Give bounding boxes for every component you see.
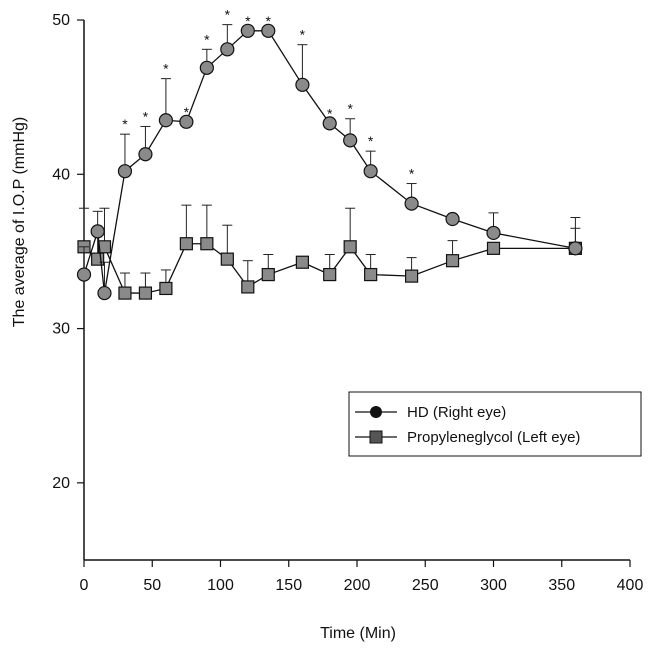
data-point-circle xyxy=(363,164,378,179)
y-axis-title: The average of I.O.P (mmHg) xyxy=(11,117,28,327)
significance-star: * xyxy=(163,61,169,77)
series-line xyxy=(83,30,576,294)
significance-star: * xyxy=(122,116,128,132)
data-point-square xyxy=(343,240,357,254)
significance-star: * xyxy=(368,133,374,149)
y-tick-label: 30 xyxy=(52,321,70,338)
x-tick-label: 400 xyxy=(617,577,644,594)
x-tick-label: 150 xyxy=(275,577,302,594)
data-point-circle xyxy=(343,133,358,148)
significance-star: * xyxy=(204,31,210,47)
data-point-circle xyxy=(90,224,105,239)
x-tick-label: 100 xyxy=(207,577,234,594)
significance-star: * xyxy=(143,108,149,124)
data-point-square xyxy=(364,267,378,282)
data-point-circle xyxy=(568,241,583,256)
series-layer: * * * * * * * * * * * * * xyxy=(76,7,583,301)
data-point-circle xyxy=(179,114,194,129)
x-tick-label: 250 xyxy=(412,577,439,594)
x-tick-label: 0 xyxy=(80,577,89,594)
data-point-circle xyxy=(117,164,133,179)
data-point-square xyxy=(159,281,173,296)
significance-star: * xyxy=(266,13,272,29)
data-point-circle xyxy=(404,196,419,211)
data-point-circle xyxy=(486,225,501,241)
legend-label-hd: HD (Right eye) xyxy=(407,404,506,421)
data-point-square xyxy=(138,286,153,300)
legend-label-propyleneglycol: Propyleneglycol (Left eye) xyxy=(407,429,580,446)
x-axis-ticks: 0 50 100 150 200 250 300 350 400 xyxy=(80,560,644,594)
data-point-square xyxy=(405,269,419,283)
data-point-circle xyxy=(261,23,276,38)
data-point-square xyxy=(91,252,105,266)
data-point-square xyxy=(118,286,132,300)
x-tick-label: 50 xyxy=(143,577,161,594)
x-tick-label: 200 xyxy=(344,577,371,594)
x-axis-title: Time (Min) xyxy=(320,625,396,642)
legend: HD (Right eye) Propyleneglycol (Left eye… xyxy=(348,391,642,457)
significance-star: * xyxy=(347,101,353,117)
data-point-square xyxy=(261,267,275,282)
data-point-circle xyxy=(158,113,173,128)
x-tick-label: 350 xyxy=(548,577,575,594)
data-point-circle xyxy=(322,116,337,131)
legend-marker-hd xyxy=(370,406,382,418)
data-point-circle xyxy=(138,147,153,162)
data-point-circle xyxy=(220,42,235,57)
legend-marker-propyleneglycol xyxy=(369,430,383,444)
data-point-square xyxy=(97,240,112,254)
data-point-circle xyxy=(199,60,214,75)
y-tick-label: 20 xyxy=(52,475,70,492)
data-point-square xyxy=(200,237,214,251)
data-point-circle xyxy=(76,267,92,282)
data-point-square xyxy=(323,267,337,282)
x-tick-label: 300 xyxy=(480,577,507,594)
data-point-square xyxy=(486,241,501,255)
y-tick-label: 50 xyxy=(52,12,70,29)
y-tick-label: 40 xyxy=(52,166,70,183)
data-point-circle xyxy=(97,285,112,301)
data-point-square xyxy=(295,255,309,269)
data-point-circle xyxy=(445,211,460,227)
legend-box xyxy=(348,391,642,457)
significance-star: * xyxy=(409,166,415,182)
data-point-square xyxy=(220,252,234,266)
significance-star: * xyxy=(327,105,333,121)
significance-star: * xyxy=(300,27,306,43)
data-point-square xyxy=(179,237,193,251)
significance-star: * xyxy=(225,7,231,23)
series-hd-right-eye: * * * * * * * * * * * * * xyxy=(76,7,583,301)
y-axis-ticks: 20 30 40 50 xyxy=(52,12,84,492)
series-propyleneglycol-left-eye xyxy=(77,204,583,300)
data-point-square xyxy=(241,280,255,294)
data-point-circle xyxy=(295,77,310,92)
data-point-square xyxy=(445,254,460,268)
significance-star: * xyxy=(245,13,251,29)
data-point-circle xyxy=(240,23,255,38)
significance-star: * xyxy=(184,104,190,120)
